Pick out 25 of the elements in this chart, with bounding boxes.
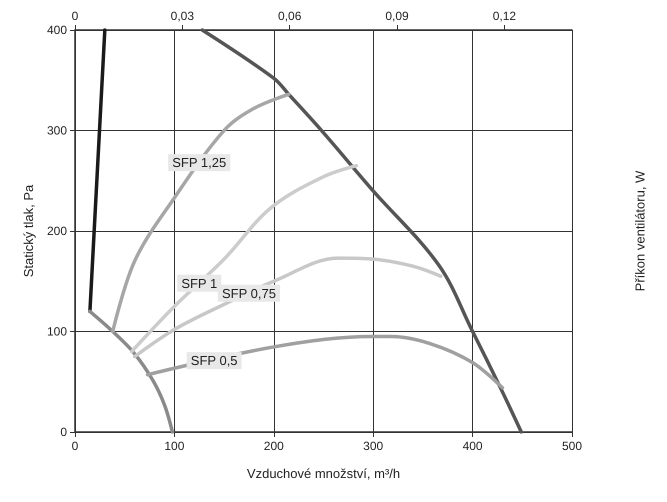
x-tick-label: 100 [164, 439, 185, 453]
x2-tick-label: 0,03 [170, 9, 194, 23]
x-tick-label: 300 [363, 439, 384, 453]
y-axis-title: Statický tlak, Pa [21, 184, 36, 278]
x2-tick-label: 0,09 [385, 9, 410, 23]
y2-axis-title: Příkon ventilátoru, W [632, 170, 648, 292]
y-tick-label: 400 [46, 23, 68, 37]
annotation: SFP 0,75 [222, 286, 276, 301]
x-tick-label: 400 [462, 439, 483, 453]
annotation: SFP 1 [181, 276, 218, 291]
y-tick-label: 0 [60, 425, 68, 439]
x2-tick-label: 0,12 [492, 9, 516, 23]
x2-tick-label: 0 [72, 9, 79, 23]
y-tick-label: 100 [46, 324, 68, 338]
x-tick-label: 500 [562, 439, 582, 453]
x-tick-label: 0 [72, 439, 79, 453]
annotation: SFP 1,25 [172, 155, 226, 170]
x-axis-title: Vzduchové množství, m³/h [246, 466, 400, 481]
annotation: SFP 0,5 [190, 353, 238, 368]
line-series [111, 92, 290, 334]
y-tick-label: 300 [46, 124, 68, 138]
line-series [146, 334, 504, 390]
y-tick-label: 200 [46, 224, 68, 238]
x2-tick-label: 0,06 [278, 9, 302, 23]
x-tick-label: 200 [264, 439, 284, 453]
